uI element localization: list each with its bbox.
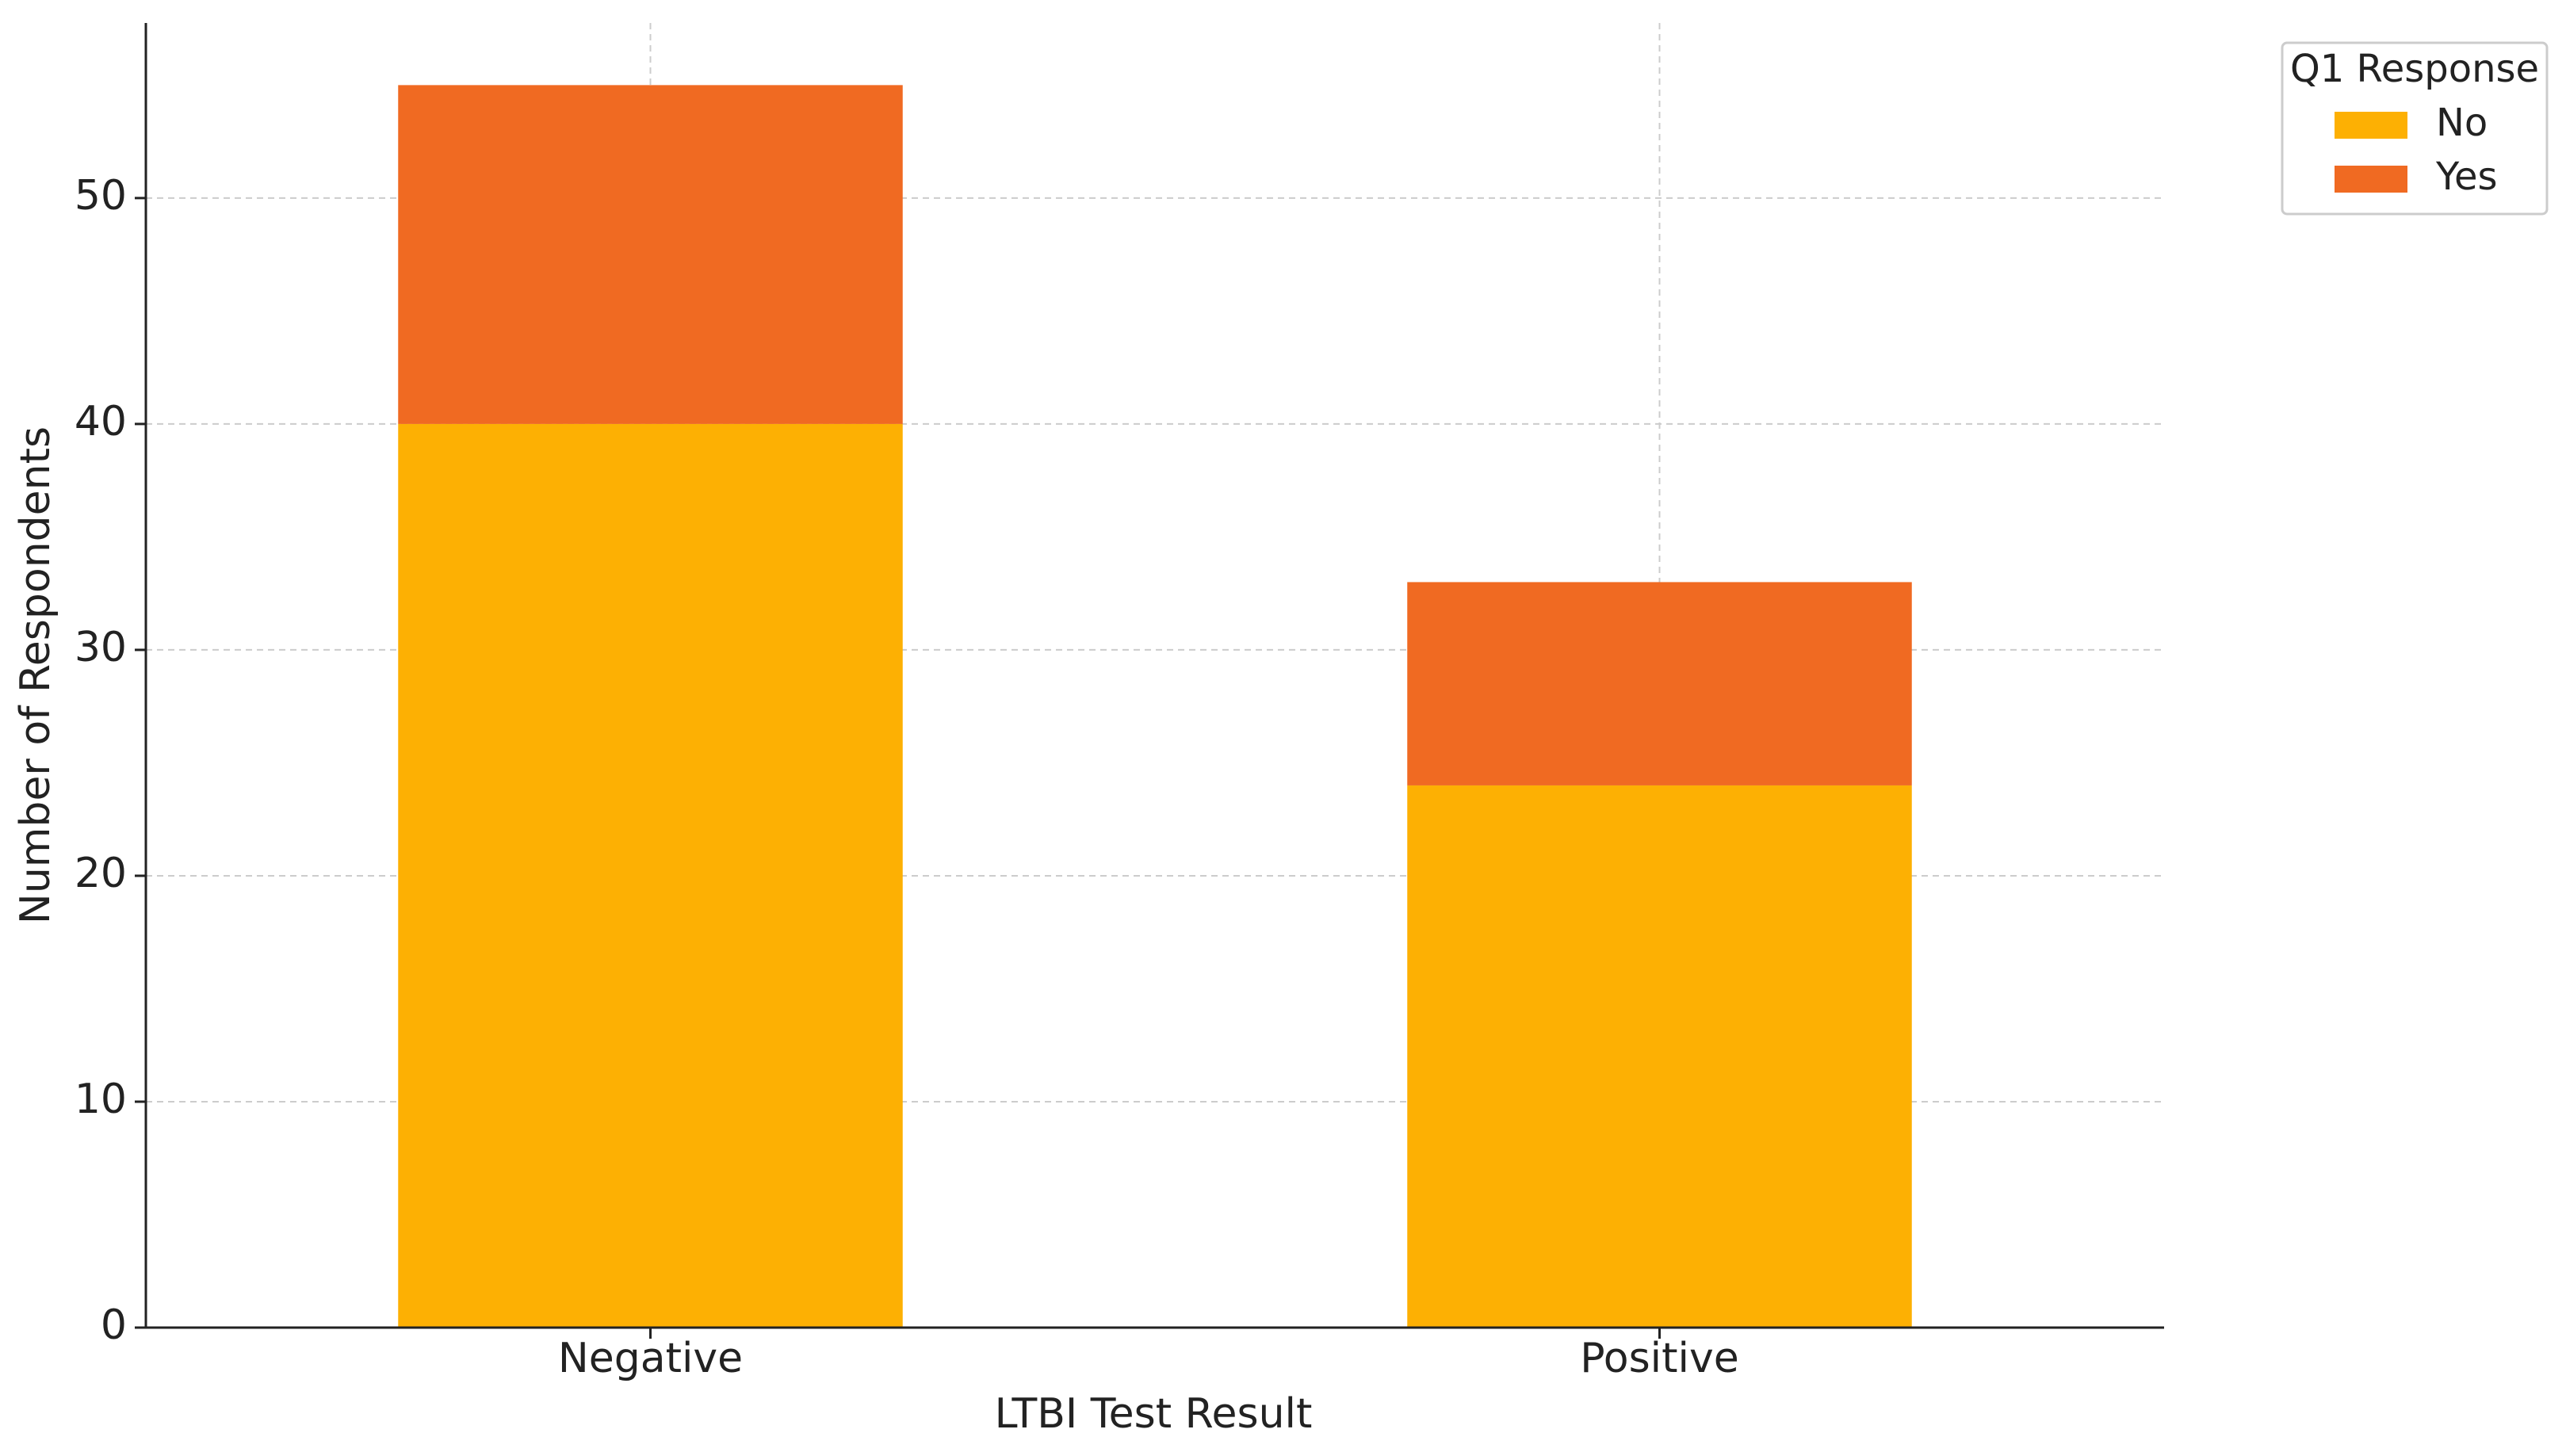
bar-segment bbox=[398, 85, 903, 424]
legend-label: No bbox=[2436, 101, 2488, 145]
y-tick-label: 20 bbox=[75, 850, 127, 897]
y-tick-label: 50 bbox=[75, 172, 127, 220]
legend-swatch bbox=[2335, 112, 2407, 139]
bar-segment bbox=[1407, 785, 1912, 1328]
legend-title: Q1 Response bbox=[2290, 47, 2539, 91]
y-tick-label: 30 bbox=[75, 624, 127, 671]
bar-segment bbox=[398, 423, 903, 1328]
bars bbox=[398, 85, 1912, 1328]
legend: Q1 Response No Yes bbox=[2281, 41, 2549, 216]
legend-label: Yes bbox=[2435, 155, 2497, 199]
y-tick-label: 40 bbox=[75, 398, 127, 445]
bar-segment bbox=[1407, 582, 1912, 785]
x-axis-label: LTBI Test Result bbox=[995, 1390, 1313, 1438]
x-tick-label: Positive bbox=[1580, 1335, 1738, 1382]
y-axis-label: Number of Respondents bbox=[12, 426, 59, 924]
y-tick-label: 0 bbox=[101, 1301, 127, 1349]
y-tick-label: 10 bbox=[75, 1076, 127, 1123]
axes: 0 10 20 30 40 50 Negative Positive bbox=[75, 23, 2164, 1382]
legend-swatch bbox=[2335, 166, 2407, 193]
x-tick-label: Negative bbox=[558, 1335, 743, 1382]
